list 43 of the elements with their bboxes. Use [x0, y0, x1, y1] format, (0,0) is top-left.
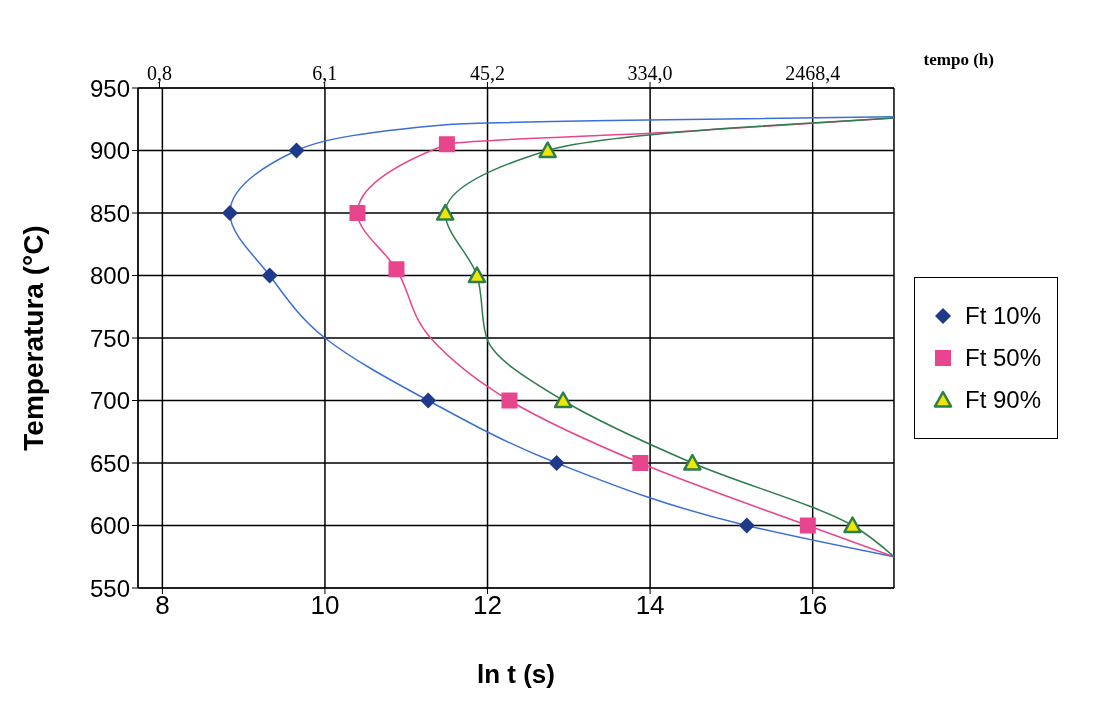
- point: [553, 391, 573, 409]
- point: [799, 517, 816, 534]
- x2-tick-label: 6,1: [312, 62, 338, 84]
- point: [436, 203, 455, 221]
- point: [221, 205, 238, 221]
- point: [738, 517, 755, 534]
- x-tick-label: 16: [798, 590, 828, 621]
- y-tick-label: 750: [89, 324, 130, 352]
- x-tick-label: 12: [473, 590, 502, 621]
- x2-tick-label: 0,8: [147, 62, 173, 84]
- y-tick-label: 850: [89, 199, 130, 227]
- point: [548, 455, 565, 471]
- y-tick-label: 700: [89, 387, 130, 415]
- point: [538, 141, 557, 159]
- x-tick-label: 10: [310, 590, 340, 621]
- point: [632, 455, 649, 471]
- legend-label: Ft 50%: [964, 344, 1041, 372]
- point: [349, 205, 366, 221]
- legend-label: Ft 10%: [964, 302, 1041, 330]
- point: [420, 392, 437, 409]
- point: [288, 142, 305, 159]
- y-tick-label: 900: [89, 137, 130, 165]
- y-axis-title: Temperatura (°C): [17, 225, 49, 451]
- x-axis-title: ln t (s): [476, 659, 555, 689]
- x2-tick-label: 45,2: [469, 62, 505, 84]
- point: [683, 453, 702, 471]
- y-tick-label: 800: [89, 262, 130, 290]
- x2-axis-title: tempo (h): [923, 50, 994, 70]
- x-tick-label: 8: [155, 590, 170, 621]
- point: [501, 392, 518, 409]
- y-tick-label: 950: [89, 74, 130, 102]
- legend-label: Ft 90%: [964, 386, 1041, 414]
- point: [261, 267, 278, 284]
- y-tick-label: 600: [89, 512, 130, 540]
- point: [467, 266, 487, 284]
- point: [388, 261, 405, 278]
- x2-tick-label: 334,0: [627, 62, 673, 84]
- x2-tick-label: 2468,4: [785, 62, 841, 84]
- y-tick-label: 550: [89, 574, 130, 602]
- point: [438, 136, 455, 153]
- point: [843, 516, 862, 534]
- y-tick-label: 650: [89, 449, 130, 477]
- x-tick-label: 14: [635, 590, 665, 621]
